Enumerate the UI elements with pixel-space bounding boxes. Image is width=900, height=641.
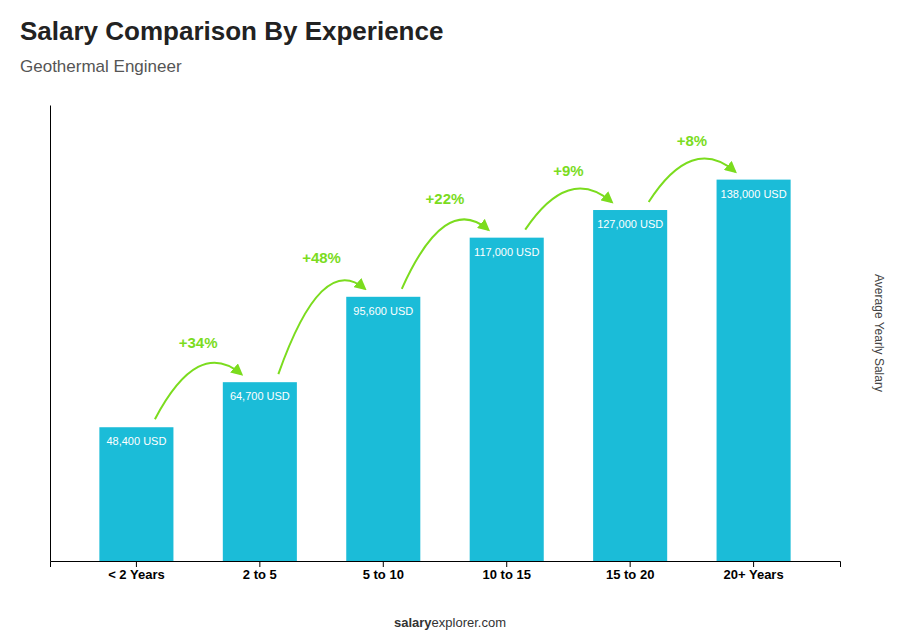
- change-arrow: [649, 159, 735, 203]
- x-tick-mark: [630, 561, 631, 567]
- x-tick-mark: [506, 561, 507, 567]
- bar: [99, 427, 173, 561]
- x-tick: 5 to 10: [363, 561, 404, 582]
- y-axis-line: [50, 106, 51, 562]
- x-axis-line: [51, 562, 841, 568]
- bar: [470, 238, 544, 561]
- chart-svg: Salary Comparison By Experience Geotherma…: [0, 0, 900, 641]
- bar: [223, 382, 297, 561]
- x-tick-label: < 2 Years: [108, 567, 165, 582]
- data-label: 127,000 USD: [597, 218, 663, 230]
- x-tick-mark: [753, 561, 754, 567]
- bar: [593, 210, 667, 561]
- change-annotations: +34% +48% +22% +9% +8%: [155, 132, 735, 420]
- change-arrow: [402, 219, 488, 288]
- change-arrow: [525, 189, 611, 230]
- data-label: 64,700 USD: [230, 390, 290, 402]
- x-tick-mark: [136, 561, 137, 567]
- data-labels: 48,400 USD 64,700 USD 95,600 USD 117,000 US…: [106, 188, 786, 448]
- x-tick-label: 5 to 10: [363, 567, 404, 582]
- x-tick-label: 10 to 15: [483, 567, 531, 582]
- x-axis: < 2 Years 2 to 5 5 to 10 10 to 15 15 to 20 20…: [51, 561, 841, 582]
- data-label: 117,000 USD: [474, 246, 539, 258]
- change-label: +22%: [426, 190, 465, 207]
- change-arrow: [155, 363, 241, 420]
- footer: salaryexplorer.com: [394, 615, 506, 630]
- x-tick-label: 15 to 20: [606, 567, 654, 582]
- x-tick-label: 20+ Years: [724, 567, 784, 582]
- change-label: +8%: [677, 132, 707, 149]
- data-label: 48,400 USD: [106, 435, 166, 447]
- bar: [717, 180, 791, 561]
- title: Salary Comparison By Experience: [20, 16, 443, 46]
- y-axis: [50, 106, 51, 562]
- x-tick: 2 to 5: [243, 561, 277, 582]
- chart-container: Salary Comparison By Experience Geotherma…: [0, 0, 900, 641]
- footer-part: explorer.com: [432, 615, 506, 630]
- change-arrow: [278, 280, 364, 374]
- change-label: +34%: [179, 334, 218, 351]
- plot: < 2 Years 2 to 5 5 to 10 10 to 15 15 to 20 20…: [51, 106, 841, 583]
- x-tick-mark: [259, 561, 260, 567]
- x-tick: 20+ Years: [724, 561, 784, 582]
- bar: [346, 297, 420, 561]
- footer-part: salary: [394, 615, 432, 630]
- x-tick: 10 to 15: [483, 561, 531, 582]
- subtitle: Geothermal Engineer: [20, 57, 182, 76]
- x-tick: 15 to 20: [606, 561, 654, 582]
- x-tick-mark: [383, 561, 384, 567]
- change-label: +9%: [553, 162, 583, 179]
- y-axis-title: Average Yearly Salary: [872, 274, 886, 392]
- bars: [99, 180, 790, 561]
- data-label: 95,600 USD: [353, 305, 413, 317]
- data-label: 138,000 USD: [721, 188, 787, 200]
- change-label: +48%: [302, 249, 341, 266]
- x-tick: < 2 Years: [108, 561, 165, 582]
- x-tick-label: 2 to 5: [243, 567, 277, 582]
